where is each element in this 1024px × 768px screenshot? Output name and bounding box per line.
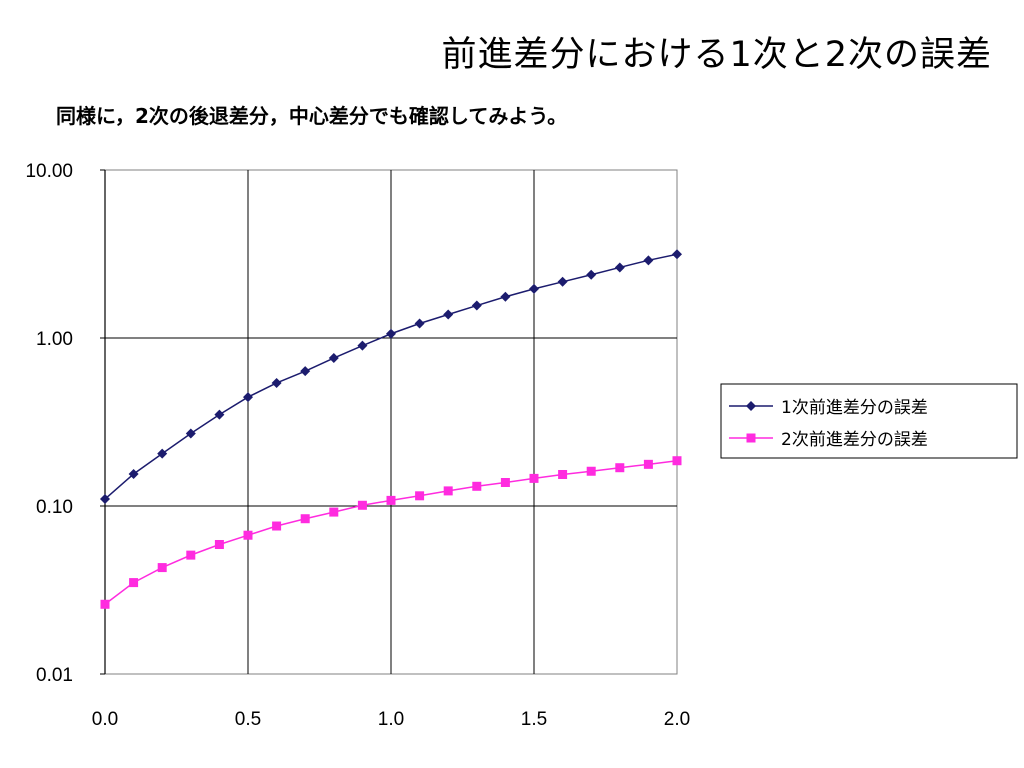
x-tick-label: 0.0 bbox=[92, 709, 118, 730]
series-1st-order-point bbox=[586, 269, 597, 280]
series-2nd-order-point bbox=[214, 539, 224, 549]
slide-title: 前進差分における1次と2次の誤差 bbox=[441, 35, 992, 75]
series-2nd-order-point bbox=[443, 486, 453, 496]
series-1st-order-point bbox=[471, 300, 482, 311]
series-1st-order-point bbox=[614, 262, 625, 273]
series-2nd-order-point bbox=[129, 578, 139, 588]
series-1st-order-point bbox=[157, 448, 168, 459]
series-2nd-order-point bbox=[529, 473, 539, 483]
series-2nd-order-point bbox=[300, 514, 310, 524]
series-2nd-order-point bbox=[243, 530, 253, 540]
y-tick-label: 10.00 bbox=[25, 161, 73, 182]
series-2nd-order-point bbox=[500, 478, 510, 488]
series-1st-order-point bbox=[500, 291, 511, 302]
legend-item-1st-order-marker bbox=[746, 401, 756, 411]
slide-subtitle: 同様に，2次の後退差分，中心差分でも確認してみよう。 bbox=[56, 104, 568, 128]
x-tick-label: 1.5 bbox=[521, 709, 547, 730]
series-2nd-order-point bbox=[100, 599, 110, 609]
series-2nd-order-point bbox=[615, 463, 625, 473]
series-2nd-order-point bbox=[357, 500, 367, 510]
y-tick-label: 1.00 bbox=[36, 329, 73, 350]
series-2nd-order-point bbox=[386, 495, 396, 505]
x-tick-label: 0.5 bbox=[235, 709, 261, 730]
series-1st-order-point bbox=[386, 328, 396, 339]
series-1st-order-point bbox=[672, 249, 682, 260]
legend-item-2nd-order-label: 2次前進差分の誤差 bbox=[781, 430, 928, 450]
series-1st-order-point bbox=[214, 409, 225, 420]
series-2nd-order-point bbox=[186, 550, 196, 560]
series-2nd-order-point bbox=[272, 521, 282, 531]
series-2nd-order-point bbox=[415, 491, 425, 501]
x-tick-label: 2.0 bbox=[664, 709, 690, 730]
y-tick-label: 0.10 bbox=[36, 497, 73, 518]
legend-item-2nd-order-marker bbox=[746, 433, 756, 443]
series-2nd-order-point bbox=[643, 459, 653, 469]
series-2nd-order-point bbox=[672, 456, 682, 466]
series-1st-order-point bbox=[185, 428, 196, 439]
series-1st-order-point bbox=[243, 392, 253, 403]
series-1st-order-point bbox=[357, 340, 368, 351]
series-1st-order-point bbox=[529, 283, 539, 294]
series-2nd-order-point bbox=[472, 481, 482, 491]
series-2nd-order-point bbox=[157, 563, 167, 573]
series-1st-order-point bbox=[557, 276, 568, 287]
x-tick-label: 1.0 bbox=[378, 709, 404, 730]
series-2nd-order-point bbox=[558, 469, 568, 479]
series-2nd-order-point bbox=[329, 507, 339, 517]
series-1st-order-point bbox=[414, 318, 425, 329]
series-1st-order-point bbox=[443, 309, 454, 320]
y-tick-label: 0.01 bbox=[36, 665, 73, 686]
series-2nd-order-point bbox=[586, 466, 596, 476]
series-1st-order-point bbox=[128, 469, 139, 480]
series-1st-order-point bbox=[643, 255, 654, 266]
legend bbox=[720, 383, 1018, 459]
series-1st-order-point bbox=[100, 494, 110, 505]
legend-item-1st-order-label: 1次前進差分の誤差 bbox=[781, 398, 928, 418]
series-1st-order-point bbox=[328, 353, 339, 364]
series-1st-order-point bbox=[300, 366, 311, 377]
series-1st-order-point bbox=[271, 377, 282, 388]
